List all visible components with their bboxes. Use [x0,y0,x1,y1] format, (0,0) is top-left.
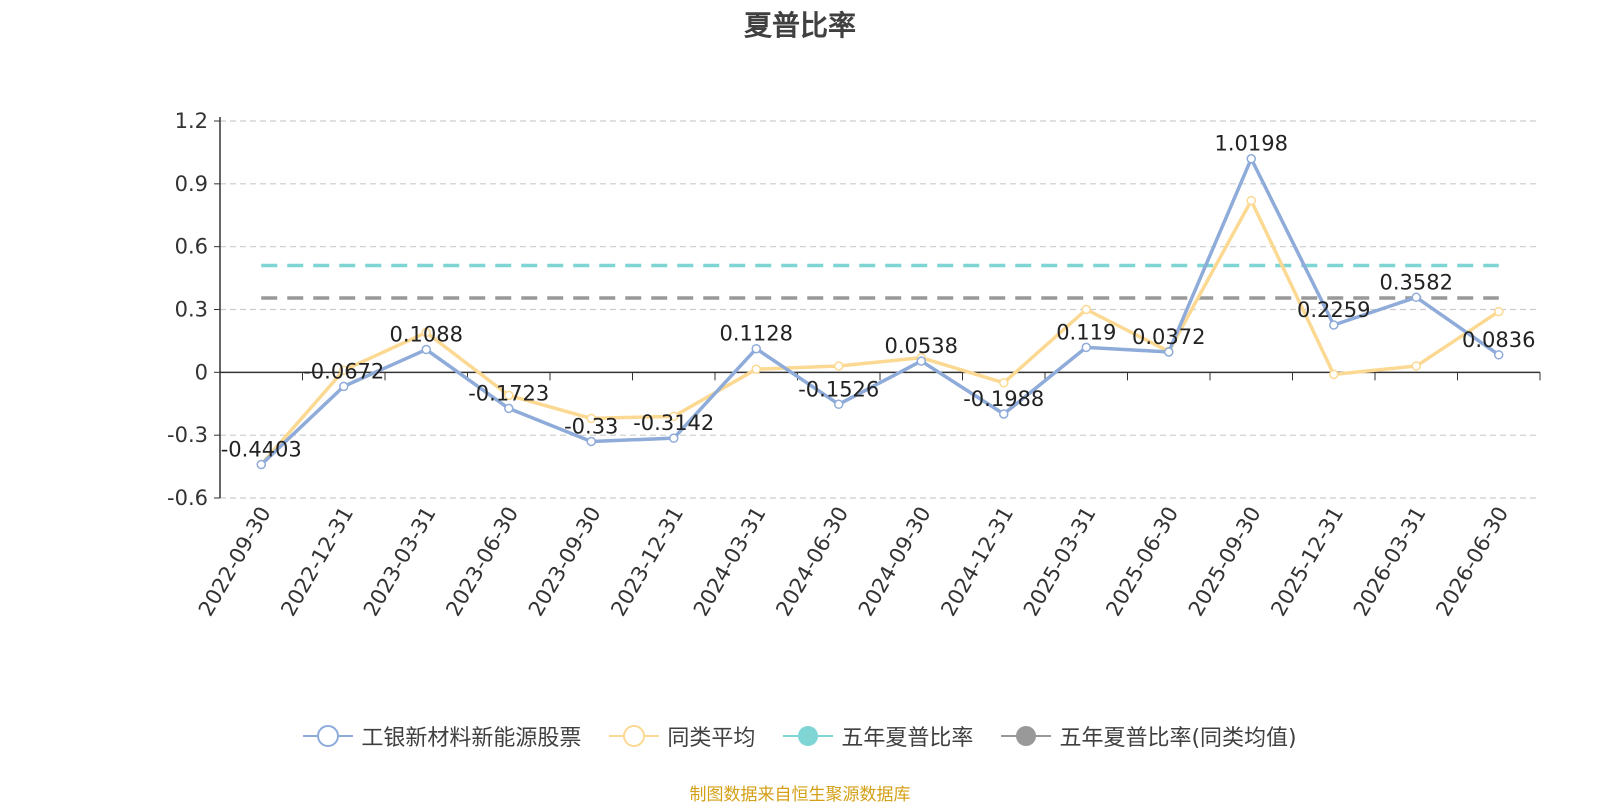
data-label: 0.0836 [1462,328,1535,352]
series-point-0 [1246,153,1256,164]
series-point-0 [669,433,679,443]
series-point-1 [339,365,349,375]
legend-marker-fund-icon [303,725,354,747]
data-label: -0.0672 [303,359,384,383]
series-point-1 [1494,306,1504,317]
legend-item-five-year-sharpe-category[interactable]: 五年夏普比率(同类均值) [1001,720,1297,752]
data-label: -0.1723 [468,381,549,405]
x-tick-label: 2025-06-30 [1101,503,1183,621]
y-tick-label: 1.2 [175,109,208,133]
y-tick-label: -0.3 [167,423,208,447]
y-tick-label: 0.3 [175,298,208,322]
data-label: 0.1088 [390,323,463,347]
data-label: -0.4403 [221,438,302,462]
legend-marker-five-year-sharpe-category-icon [1001,726,1052,746]
x-tick-label: 2026-03-31 [1349,503,1431,621]
legend-label-five-year-sharpe-category: 五年夏普比率(同类均值) [1059,726,1297,751]
x-tick-label: 2023-09-30 [524,503,606,621]
series-point-0 [504,403,514,414]
y-tick-label: 0 [195,360,208,384]
series-point-1 [1329,369,1339,380]
x-tick-label: 2024-06-30 [771,503,853,621]
x-tick-label: 2022-09-30 [194,503,276,621]
legend-label-five-year-sharpe: 五年夏普比率 [841,726,974,751]
series-point-1 [421,327,431,338]
data-label: -0.1988 [963,387,1044,411]
x-tick-label: 2023-03-31 [359,503,441,621]
x-tick-label: 2024-03-31 [689,503,771,621]
sharpe-ratio-chart: -0.6 -0.3 0 0.3 0.6 0.9 1.2 2022-09-30 2022-12-3… [167,109,1541,621]
data-label: -0.33 [564,414,618,438]
legend-marker-category-average-icon [609,725,660,747]
series-point-1 [1246,195,1256,206]
series-point-0 [1164,347,1174,357]
x-tick-label: 2024-09-30 [854,503,936,621]
legend-label-category-average: 同类平均 [667,726,756,751]
series-point-0 [1411,292,1421,303]
series-point-0 [1081,342,1091,353]
legend-marker-five-year-sharpe-icon [783,726,834,746]
series-layer [256,153,1504,470]
series-point-1 [751,364,761,374]
legend: 工银新材料新能源股票 同类平均 五年夏普比率 五年夏普比率(同类均值) [0,720,1600,752]
series-point-1 [1411,361,1421,371]
data-label: -0.3142 [633,411,714,435]
series-point-0 [834,399,844,410]
x-tick-label: 2024-12-31 [936,503,1018,621]
chart-title: 夏普比率 [743,9,856,42]
series-point-1 [1081,304,1091,315]
data-label: -0.1526 [798,377,879,401]
series-point-0 [421,344,431,355]
series-point-1 [999,378,1009,388]
series-point-1 [586,413,596,424]
series-point-0 [586,436,596,447]
x-tick-label: 2026-06-30 [1431,503,1513,621]
x-tick-label: 2025-03-31 [1019,503,1101,621]
legend-item-category-average[interactable]: 同类平均 [609,720,755,752]
series-point-0 [1494,350,1504,360]
series-point-0 [1329,320,1339,330]
data-label: 0.2259 [1297,298,1370,322]
y-tick-label: -0.6 [167,486,208,510]
series-line-0 [260,156,1500,466]
y-tick-label: 0.6 [175,235,208,259]
series-point-0 [999,409,1009,419]
series-point-1 [669,411,679,422]
series-point-1 [504,390,514,401]
legend-item-five-year-sharpe[interactable]: 五年夏普比率 [783,720,973,752]
x-tick-label: 2025-12-31 [1266,503,1348,621]
data-label: 0.119 [1056,320,1116,344]
series-point-0 [751,343,761,354]
series-point-0 [339,381,349,392]
data-label: 1.0198 [1215,132,1288,156]
grid-layer [220,120,1540,499]
series-point-0 [916,356,926,366]
data-label: 0.0372 [1132,325,1205,349]
x-tick-label: 2023-12-31 [606,503,688,621]
series-point-1 [834,361,844,371]
series-line-1 [259,198,1500,466]
legend-item-fund[interactable]: 工银新材料新能源股票 [303,720,581,752]
data-label: 0.1128 [720,322,793,346]
y-tick-label: 0.9 [175,172,208,196]
source-note: 制图数据来自恒生聚源数据库 [689,785,911,805]
series-point-0 [256,459,266,470]
x-tick-label: 2025-09-30 [1184,503,1266,621]
data-label: 0.0538 [885,334,958,358]
legend-label-fund: 工银新材料新能源股票 [361,726,582,751]
data-label: 0.3582 [1380,270,1453,294]
x-tick-label: 2023-06-30 [441,503,523,621]
x-tick-label: 2022-12-31 [276,503,358,621]
